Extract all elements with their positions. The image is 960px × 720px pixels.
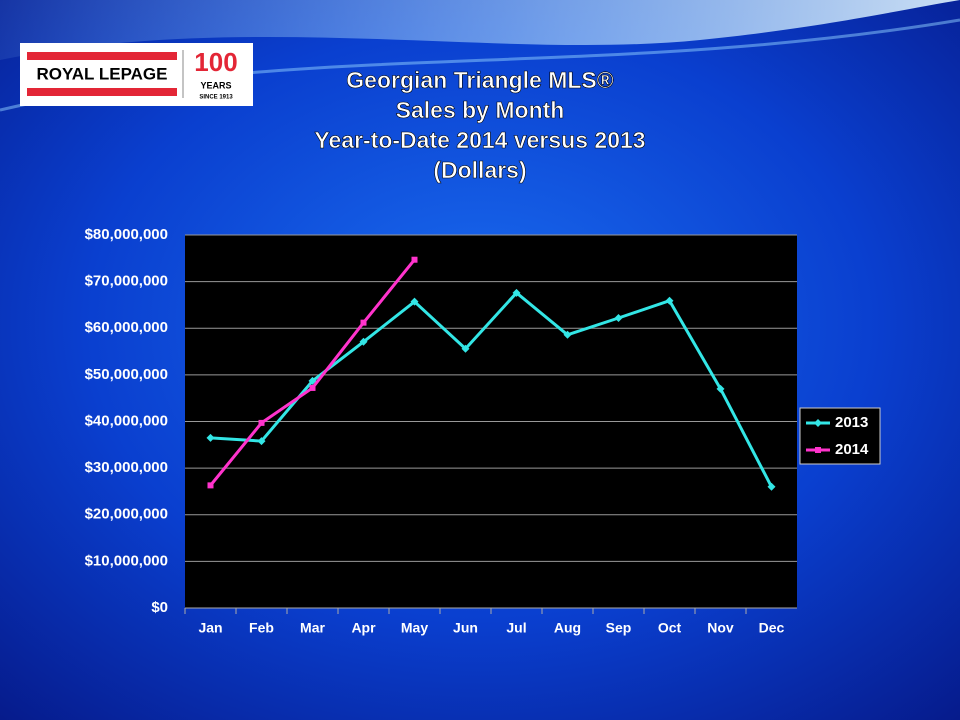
x-tick-label: May	[401, 620, 428, 636]
x-tick-label: Apr	[351, 620, 376, 636]
point	[410, 297, 419, 306]
point	[665, 296, 674, 305]
logo-number: 100	[194, 47, 237, 77]
legend-label: 2013	[835, 414, 868, 431]
point	[309, 384, 316, 391]
point	[512, 288, 521, 297]
y-tick-label: $30,000,000	[85, 459, 168, 476]
x-tick-label: Nov	[707, 620, 734, 636]
point	[716, 384, 725, 393]
point	[411, 256, 418, 263]
chart-title: Sales by Month	[396, 97, 565, 123]
point	[359, 337, 368, 346]
logo-since: SINCE 1913	[199, 95, 233, 101]
chart-title: Year-to-Date 2014 versus 2013	[314, 127, 645, 153]
logo-years: YEARS	[200, 80, 231, 90]
x-tick-label: Mar	[300, 620, 325, 636]
logo-bar	[27, 52, 177, 60]
y-tick-label: $20,000,000	[85, 506, 168, 523]
point	[257, 437, 266, 446]
y-tick-label: $80,000,000	[85, 226, 168, 243]
x-tick-label: Aug	[554, 620, 581, 636]
logo: ROYAL LEPAGE 100 YEARS SINCE 1913	[20, 43, 253, 106]
point	[207, 482, 214, 489]
point	[360, 319, 367, 326]
chart-title: (Dollars)	[433, 157, 526, 183]
legend-label: 2014	[835, 441, 869, 458]
point	[461, 344, 470, 353]
chart-title: Georgian Triangle MLS®	[346, 67, 613, 93]
y-tick-label: $40,000,000	[85, 412, 168, 429]
point	[815, 447, 821, 453]
x-tick-label: Oct	[658, 620, 682, 636]
x-tick-label: Dec	[759, 620, 785, 636]
y-tick-label: $10,000,000	[85, 552, 168, 569]
logo-bar	[27, 88, 177, 96]
y-tick-label: $60,000,000	[85, 319, 168, 336]
x-tick-label: Jul	[506, 620, 526, 636]
y-tick-label: $70,000,000	[85, 273, 168, 290]
x-tick-label: Feb	[249, 620, 274, 636]
logo-brand: ROYAL LEPAGE	[37, 64, 168, 83]
point	[814, 419, 822, 427]
y-tick-label: $0	[151, 599, 168, 616]
y-tick-label: $50,000,000	[85, 366, 168, 383]
point	[563, 330, 572, 339]
series-line	[210, 290, 773, 488]
wave	[0, 0, 960, 60]
x-tick-label: Jun	[453, 620, 478, 636]
point	[206, 433, 215, 442]
legend	[799, 407, 881, 465]
x-tick-label: Sep	[606, 620, 632, 636]
x-tick-label: Jan	[198, 620, 222, 636]
point	[767, 482, 776, 491]
point	[614, 313, 623, 322]
point	[258, 419, 265, 426]
